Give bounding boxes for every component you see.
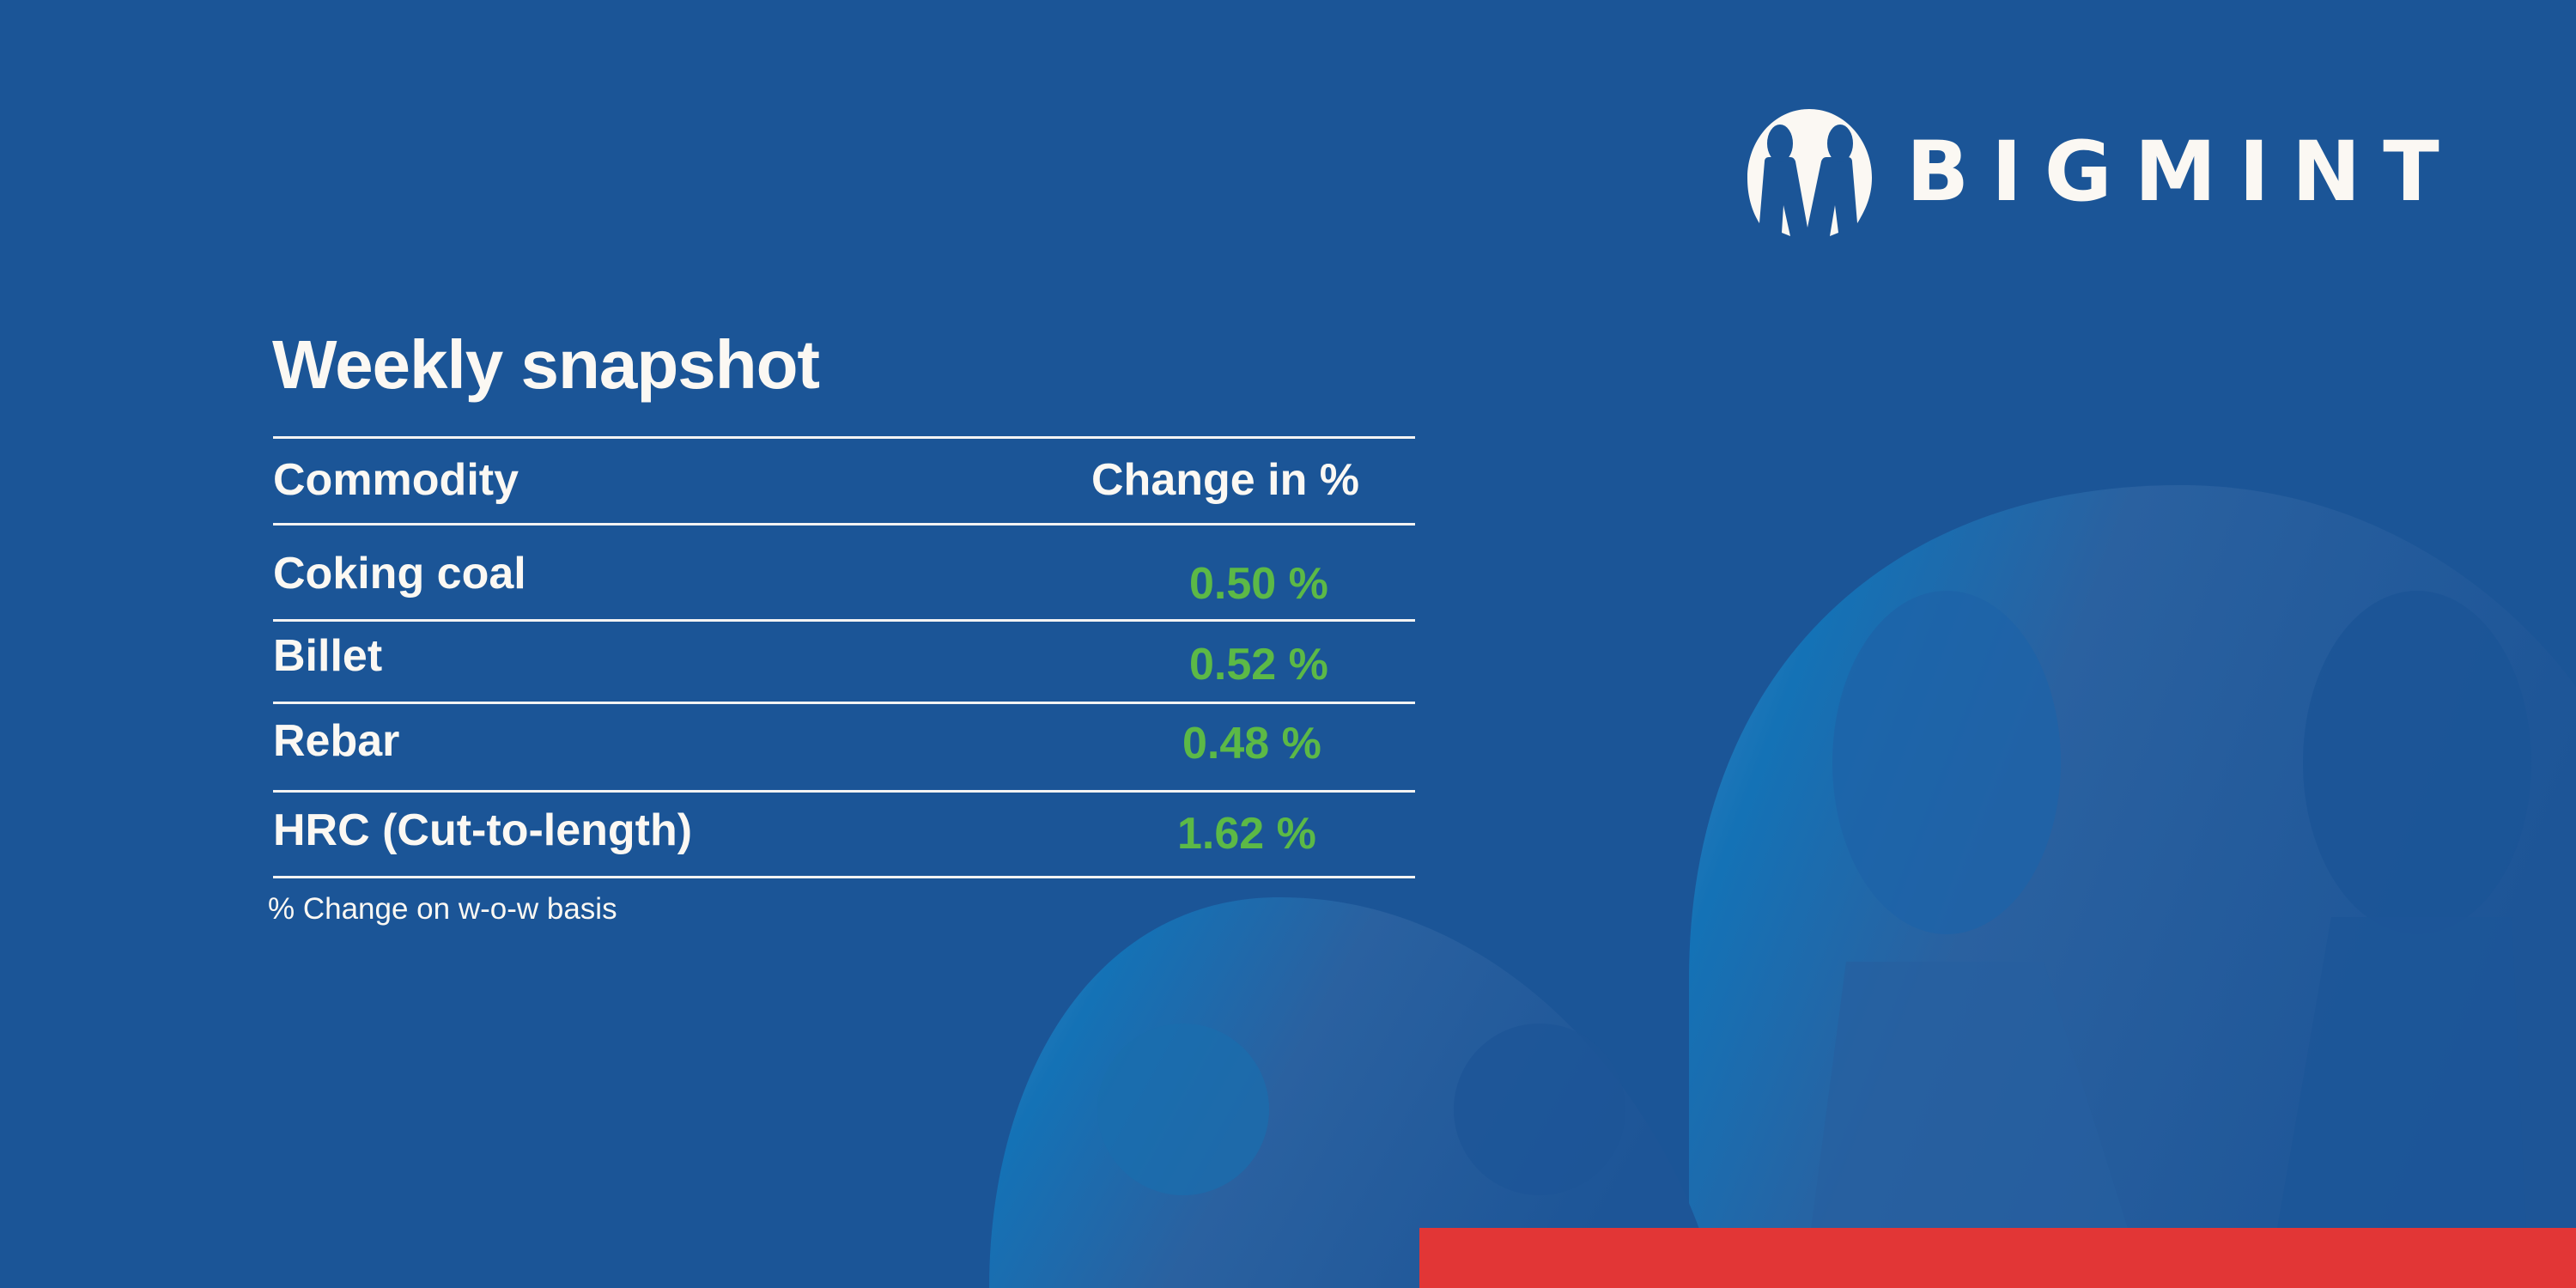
table-divider: [273, 876, 1415, 878]
footnote: % Change on w-o-w basis: [268, 892, 617, 926]
table-header-row: Commodity Change in %: [273, 439, 1415, 523]
table-row: HRC (Cut-to-length) 1.62 %: [273, 793, 1415, 876]
table-divider: [273, 436, 1415, 439]
table-divider: [273, 523, 1415, 526]
accent-bar: [1419, 1228, 2576, 1288]
change-value: 0.52 %: [1189, 640, 1328, 690]
page-title: Weekly snapshot: [272, 326, 820, 403]
bigmint-logo: BIGMINT: [1747, 107, 2462, 236]
snapshot-table: Commodity Change in % Coking coal 0.50 %…: [273, 436, 1415, 878]
change-value: 0.50 %: [1189, 559, 1328, 609]
commodity-name: Rebar: [273, 716, 400, 766]
brand-name: BIGMINT: [1906, 124, 2462, 220]
table-divider: [273, 702, 1415, 704]
table-divider: [273, 619, 1415, 622]
change-value: 1.62 %: [1177, 809, 1316, 859]
table-row: Coking coal 0.50 %: [273, 526, 1415, 619]
table-row: Billet 0.52 %: [273, 622, 1415, 702]
change-value: 0.48 %: [1182, 719, 1321, 769]
commodity-name: Coking coal: [273, 549, 526, 598]
commodity-name: Billet: [273, 631, 383, 681]
commodity-name: HRC (Cut-to-length): [273, 805, 693, 855]
table-row: Rebar 0.48 %: [273, 704, 1415, 790]
bigmint-people-icon: [1747, 109, 1872, 236]
column-header-commodity: Commodity: [273, 455, 519, 505]
table-divider: [273, 790, 1415, 793]
column-header-change: Change in %: [1091, 455, 1360, 505]
